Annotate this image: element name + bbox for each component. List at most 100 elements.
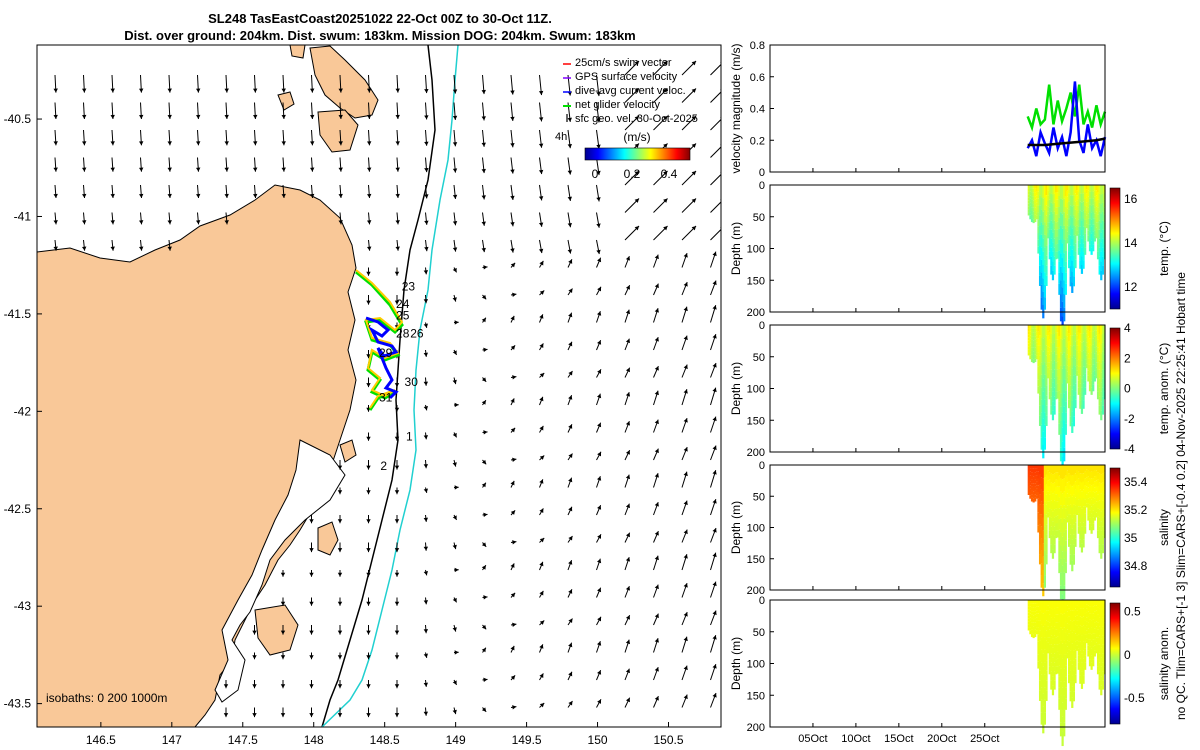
profile-cell bbox=[1034, 185, 1037, 189]
profile-cell bbox=[1055, 362, 1058, 370]
profile-cell bbox=[1066, 499, 1069, 506]
profile-cell bbox=[1048, 629, 1051, 638]
velocity-arrowhead bbox=[568, 370, 573, 376]
profile-cell bbox=[1030, 479, 1034, 484]
profile-cell bbox=[1066, 237, 1069, 244]
profile-cell bbox=[1035, 630, 1038, 635]
profile-cell bbox=[1103, 472, 1106, 480]
profile-cell bbox=[1100, 363, 1103, 373]
profile-cell bbox=[1050, 491, 1053, 501]
velocity-arrowhead bbox=[481, 647, 486, 653]
profile-cell bbox=[1069, 416, 1072, 427]
profile-cell bbox=[1084, 345, 1087, 353]
velocity-arrowhead bbox=[367, 167, 372, 172]
profile-cell bbox=[1042, 491, 1045, 505]
velocity-arrowhead bbox=[337, 630, 343, 635]
profile-cell bbox=[1103, 222, 1106, 230]
profile-cell bbox=[1090, 380, 1093, 388]
profile-cell bbox=[1055, 607, 1058, 615]
day-label: 28 bbox=[396, 326, 410, 340]
profile-cell bbox=[1093, 628, 1096, 634]
profile-cell bbox=[1045, 630, 1048, 641]
profile-cell bbox=[1029, 610, 1032, 614]
velocity-arrowhead bbox=[452, 247, 458, 252]
profile-cell bbox=[1030, 483, 1034, 487]
velocity-arrowhead bbox=[452, 89, 458, 94]
profile-cell bbox=[1040, 362, 1043, 375]
profile-cell bbox=[1093, 358, 1096, 365]
profile-cell bbox=[1043, 674, 1047, 688]
profile-cell bbox=[1037, 359, 1040, 367]
profile-cell bbox=[1082, 210, 1085, 219]
profile-cell bbox=[1056, 523, 1059, 531]
profile-cell bbox=[1095, 217, 1098, 223]
profile-cell bbox=[1032, 196, 1035, 201]
profile-cell bbox=[1079, 392, 1082, 401]
profile-cell bbox=[1067, 473, 1071, 482]
panel-colorbar bbox=[1109, 467, 1121, 588]
profile-cell bbox=[1061, 301, 1064, 317]
profile-cell bbox=[1032, 188, 1035, 193]
profile-cell bbox=[1035, 185, 1038, 189]
velocity-arrowhead bbox=[568, 618, 573, 624]
profile-cell bbox=[1034, 347, 1037, 351]
profile-cell bbox=[1076, 620, 1079, 626]
profile-cell bbox=[1096, 652, 1100, 660]
profile-cell bbox=[1029, 600, 1032, 604]
velocity-arrowhead bbox=[568, 424, 573, 429]
profile-cell bbox=[1095, 325, 1098, 331]
profile-cell bbox=[1055, 644, 1058, 653]
profile-cell bbox=[1069, 375, 1072, 386]
profile-cell bbox=[1050, 325, 1053, 334]
profile-cell bbox=[1069, 681, 1072, 692]
profile-cell bbox=[1101, 333, 1104, 343]
profile-cell bbox=[1030, 497, 1034, 502]
profile-cell bbox=[1048, 637, 1051, 645]
profile-cell bbox=[1096, 369, 1100, 378]
profile-cell bbox=[1047, 600, 1050, 606]
profile-cell bbox=[1084, 485, 1087, 493]
velocity-arrowhead bbox=[691, 198, 697, 203]
profile-cell bbox=[1064, 486, 1067, 498]
velocity-arrowhead bbox=[452, 432, 457, 438]
y-tick-label: 0.2 bbox=[750, 135, 765, 147]
profile-cell bbox=[1082, 226, 1085, 236]
profile-cell bbox=[1042, 418, 1045, 432]
profile-cell bbox=[1058, 508, 1061, 520]
velocity-arrowhead bbox=[53, 167, 58, 172]
velocity-arrowhead bbox=[338, 114, 343, 119]
velocity-arrowhead bbox=[683, 282, 688, 287]
profile-cell bbox=[1047, 222, 1050, 228]
profile-cell bbox=[1050, 405, 1053, 415]
profile-cell bbox=[1082, 481, 1085, 490]
profile-cell bbox=[1077, 513, 1080, 520]
profile-cell bbox=[1029, 613, 1032, 618]
profile-cell bbox=[1076, 505, 1079, 510]
profile-cell bbox=[1079, 210, 1082, 219]
profile-cell bbox=[1045, 205, 1048, 216]
profile-cell bbox=[1032, 472, 1035, 477]
profile-cell bbox=[1029, 198, 1032, 203]
profile-cell bbox=[1050, 333, 1053, 343]
profile-cell bbox=[1087, 616, 1090, 623]
profile-cell bbox=[1048, 501, 1051, 509]
profile-cell bbox=[1056, 347, 1059, 355]
profile-cell bbox=[1059, 365, 1063, 380]
profile-cell bbox=[1037, 485, 1040, 492]
profile-cell bbox=[1096, 347, 1100, 355]
profile-cell bbox=[1088, 646, 1092, 654]
profile-cell bbox=[1032, 465, 1035, 469]
profile-cell bbox=[1093, 201, 1096, 208]
profile-cell bbox=[1059, 558, 1063, 573]
profile-cell bbox=[1063, 627, 1066, 641]
profile-cell bbox=[1096, 622, 1100, 630]
profile-cell bbox=[1067, 325, 1071, 334]
velocity-arrowhead bbox=[691, 170, 697, 176]
velocity-arrowhead bbox=[568, 535, 573, 541]
profile-cell bbox=[1048, 377, 1051, 385]
profile-cell bbox=[1085, 494, 1088, 499]
velocity-arrowhead bbox=[366, 684, 371, 689]
profile-cell bbox=[1072, 266, 1075, 277]
profile-cell bbox=[1042, 405, 1045, 419]
profile-cell bbox=[1043, 687, 1047, 700]
